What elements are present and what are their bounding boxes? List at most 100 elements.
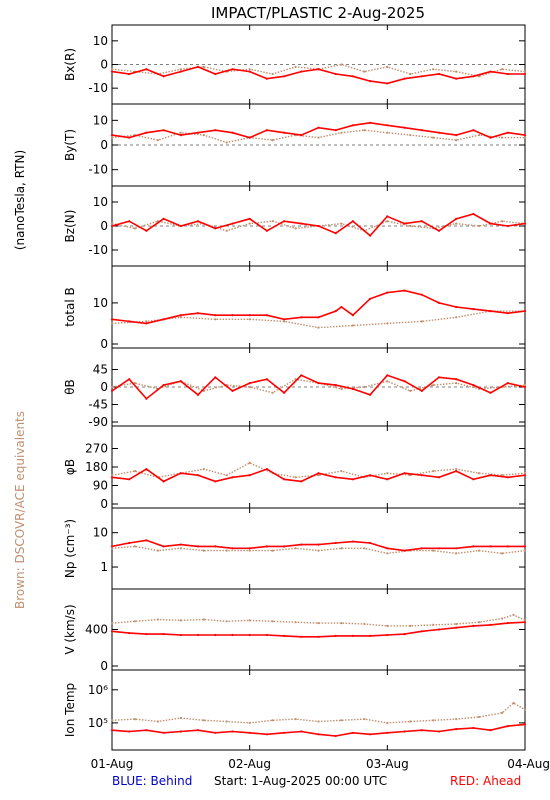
series-ahead-point (128, 72, 131, 76)
series-ahead-point (506, 476, 509, 479)
series-ahead-point (506, 131, 509, 134)
series-ahead-point (437, 376, 441, 379)
series-ace-point (386, 65, 389, 68)
series-ahead-point (386, 82, 389, 85)
series-ahead-point (145, 729, 148, 732)
series-ahead-point (472, 75, 475, 78)
series-ace-point (409, 224, 412, 228)
series-ahead-point (437, 628, 441, 631)
series-ace-point (523, 70, 527, 73)
series-ace-point (110, 322, 114, 325)
panel-4: 45 0 -45 -90 θB (63, 347, 527, 429)
series-ace-line (111, 129, 525, 144)
series-ahead-point (248, 474, 251, 477)
series-ahead-point (506, 545, 509, 548)
series-ahead-point (300, 543, 303, 546)
series-ace-point (133, 470, 136, 473)
series-ace-point (501, 711, 504, 715)
x-tick-label: 04-Aug (507, 757, 550, 771)
series-ahead-point (351, 387, 354, 390)
series-ahead-point (472, 129, 475, 132)
series-ahead-point (334, 129, 337, 132)
series-ahead-point (351, 75, 354, 78)
series-ace-point (523, 708, 527, 711)
series-ahead-point (455, 728, 458, 731)
series-ahead-point (403, 730, 406, 733)
series-ahead-point (128, 478, 131, 481)
series-ace-point (523, 549, 527, 552)
series-ace-point (271, 391, 274, 394)
series-ace-point (386, 322, 389, 325)
footer-blue-label: BLUE: Behind (112, 774, 192, 788)
series-ahead-point (162, 545, 165, 548)
series-ahead-point (506, 382, 509, 385)
series-ahead-point (196, 729, 200, 732)
series-ace-point (294, 227, 297, 230)
y-tick-label: 0 (100, 659, 108, 673)
series-ahead-point (214, 731, 217, 734)
series-ace-point (386, 721, 389, 725)
series-ace-point (202, 468, 205, 471)
series-ahead-point (162, 731, 165, 734)
series-ahead-point (340, 305, 343, 309)
series-ace-point (202, 719, 205, 722)
series-ace-point (179, 547, 182, 550)
y-axis-label: total B (63, 287, 77, 327)
series-ahead-point (437, 476, 441, 479)
series-ace-point (110, 719, 114, 722)
series-ahead-point (369, 234, 372, 237)
panel-frame (111, 669, 526, 751)
series-ahead-point (145, 397, 148, 400)
series-ace-point (512, 613, 515, 617)
series-ace-point (501, 220, 504, 223)
series-ahead-point (369, 733, 372, 736)
series-ahead-point (455, 217, 458, 220)
series-ace-point (317, 549, 320, 552)
series-ace-point (340, 470, 343, 473)
series-ace-point (271, 220, 274, 223)
series-ahead-point (317, 472, 320, 475)
series-ahead-point (351, 220, 354, 223)
series-ace-point (340, 547, 343, 550)
series-ahead-point (369, 121, 372, 124)
series-ahead-point (214, 314, 217, 317)
y-tick-label: -45 (88, 398, 108, 412)
series-ace-point (110, 385, 114, 389)
series-ahead-point (300, 374, 303, 377)
series-ahead-point (351, 540, 354, 543)
y-tick-label: 270 (85, 442, 108, 456)
y-axis-label: By(T) (63, 129, 77, 161)
chart-title: IMPACT/PLASTIC 2-Aug-2025 (211, 4, 425, 22)
y-axis-label: Ion Temp (63, 683, 77, 737)
series-ahead-point (523, 72, 527, 76)
series-ace-point (363, 547, 366, 550)
series-ace-point (523, 619, 527, 622)
series-ace-point (133, 718, 136, 721)
series-ahead-point (386, 633, 389, 637)
series-ace-point (110, 136, 114, 139)
series-ahead-point (196, 131, 200, 134)
series-ahead-point (317, 733, 320, 736)
series-ahead-point (248, 314, 251, 317)
series-ahead-point (128, 541, 131, 545)
y-tick-label: 10 (93, 296, 108, 310)
series-ahead-point (334, 232, 337, 235)
x-axis: 01-Aug 02-Aug 03-Aug 04-Aug (91, 25, 550, 771)
series-ahead-point (506, 622, 509, 625)
series-ahead-point (455, 378, 458, 381)
series-ahead-point (128, 136, 131, 139)
x-tick-label: 02-Aug (228, 757, 271, 771)
series-ace-point (110, 222, 114, 225)
series-ace-point (501, 552, 504, 555)
series-ahead-point (506, 725, 509, 728)
series-ahead-point (128, 320, 131, 323)
series-ahead-point (403, 77, 406, 80)
series-ace-point (409, 134, 412, 137)
series-ahead-point (179, 633, 182, 637)
series-ahead-point (214, 72, 217, 76)
y-tick-label: -10 (88, 243, 108, 257)
series-ace-point (225, 229, 228, 232)
series-ace-point (202, 134, 205, 137)
series-ahead-point (369, 541, 372, 545)
series-ace-point (156, 549, 159, 552)
